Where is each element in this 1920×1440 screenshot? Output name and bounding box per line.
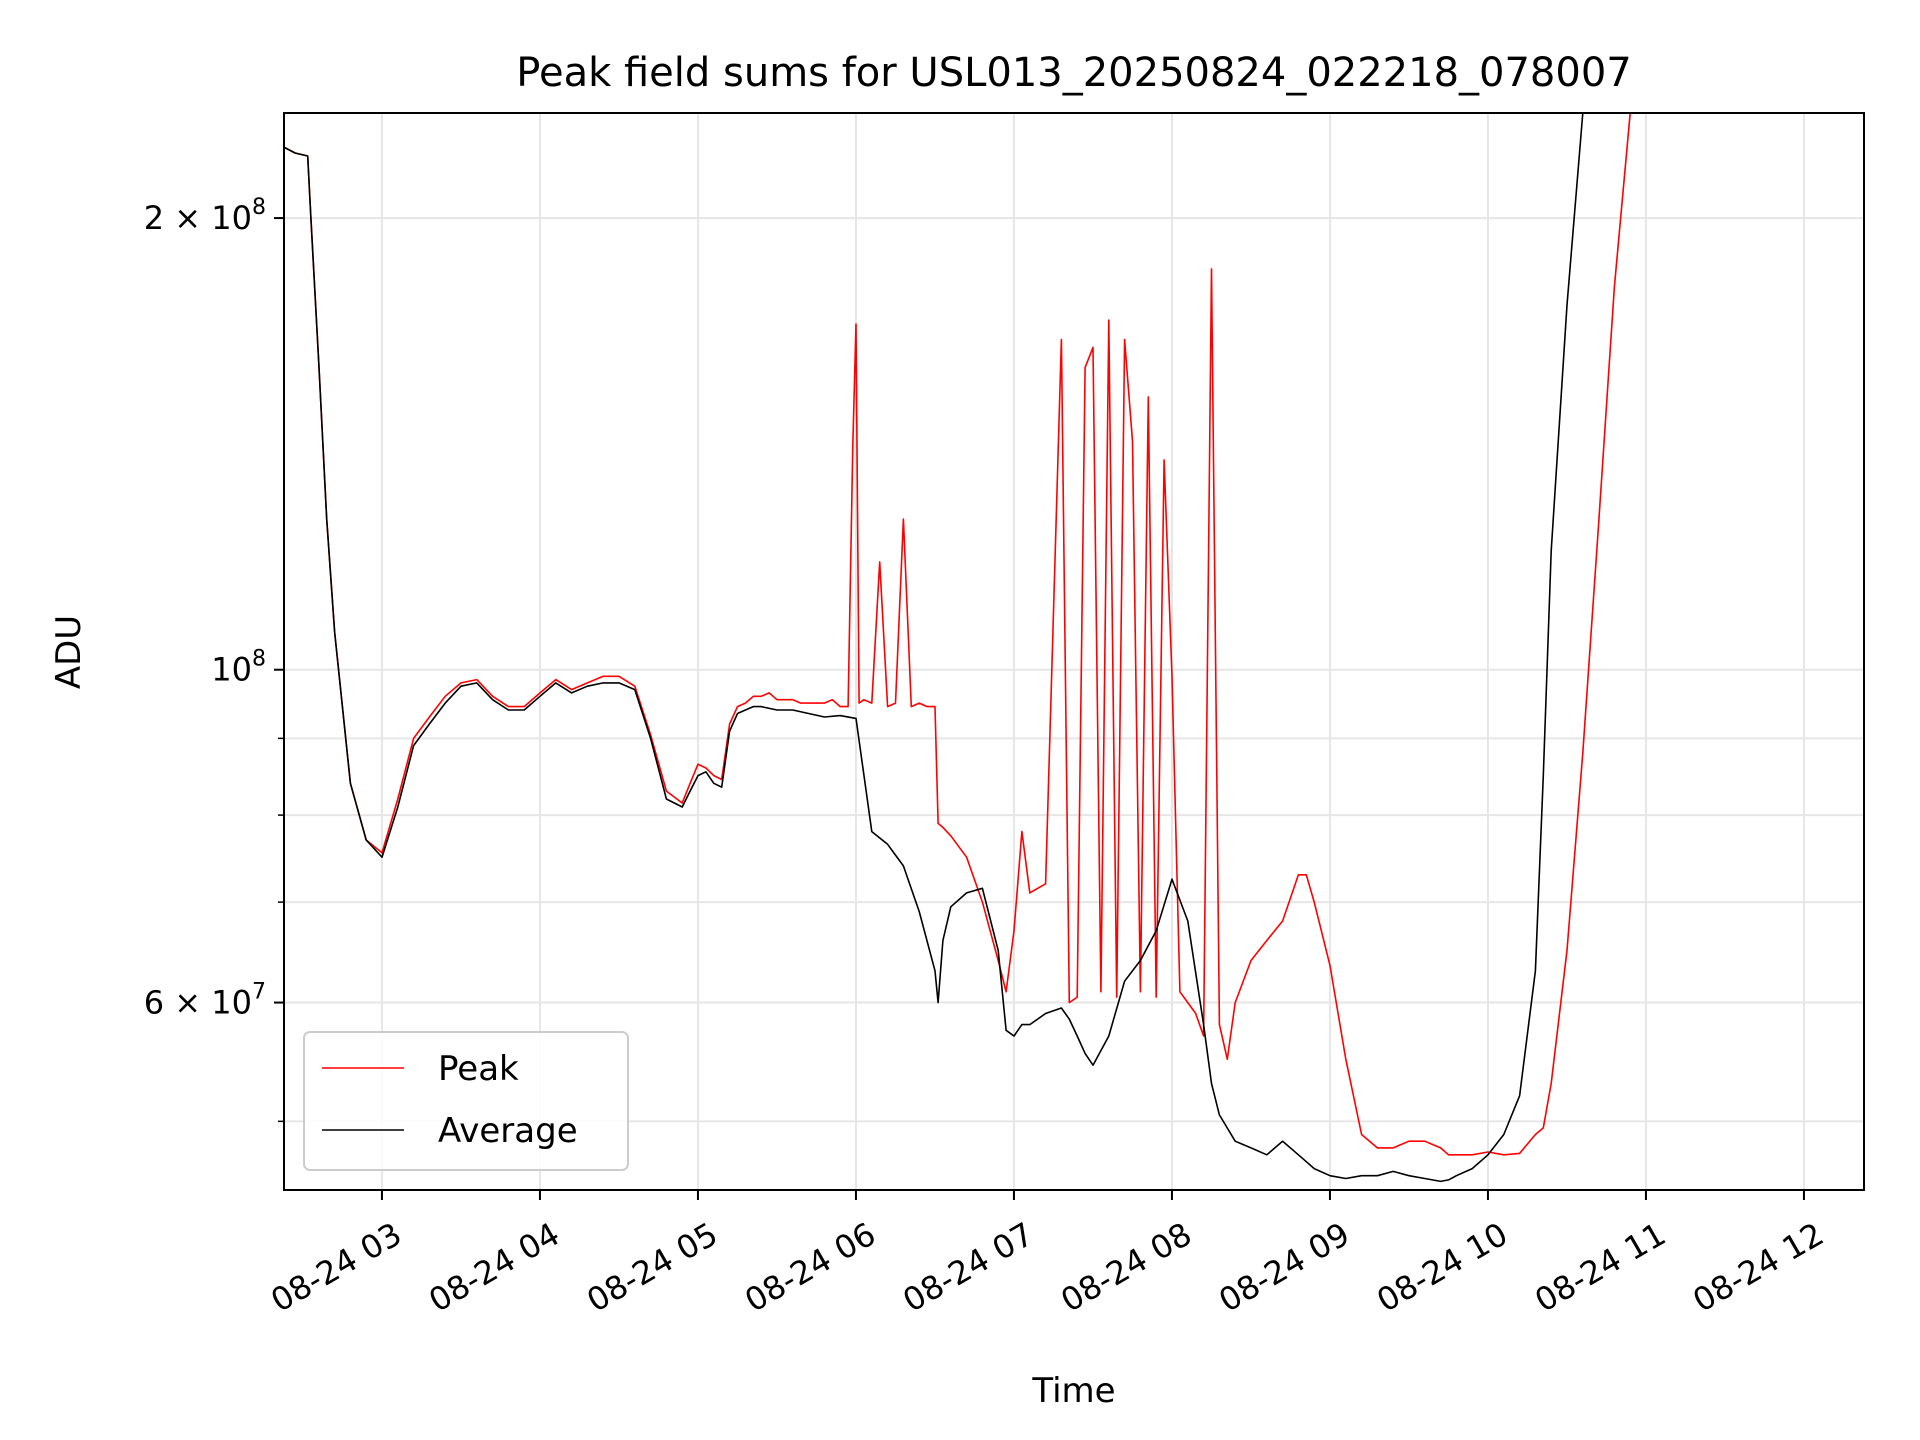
legend-label-average: Average — [438, 1111, 578, 1151]
legend-box — [303, 1031, 629, 1171]
plot-series — [284, 113, 1844, 1183]
legend-label-peak: Peak — [438, 1049, 519, 1089]
plot-frame — [283, 112, 1865, 1191]
y-axis-label: ADU — [49, 615, 89, 689]
y-tick-label: 2 × 108 — [144, 195, 266, 237]
chart-title: Peak field sums for USL013_20250824_0222… — [516, 50, 1631, 96]
x-axis-label: Time — [1031, 1371, 1115, 1411]
series-line-peak — [284, 113, 1844, 1156]
y-tick-label: 6 × 107 — [144, 980, 266, 1022]
series-line-average — [284, 113, 1844, 1183]
y-tick-label: 108 — [211, 647, 266, 689]
legend: Peak Average — [303, 1031, 629, 1171]
